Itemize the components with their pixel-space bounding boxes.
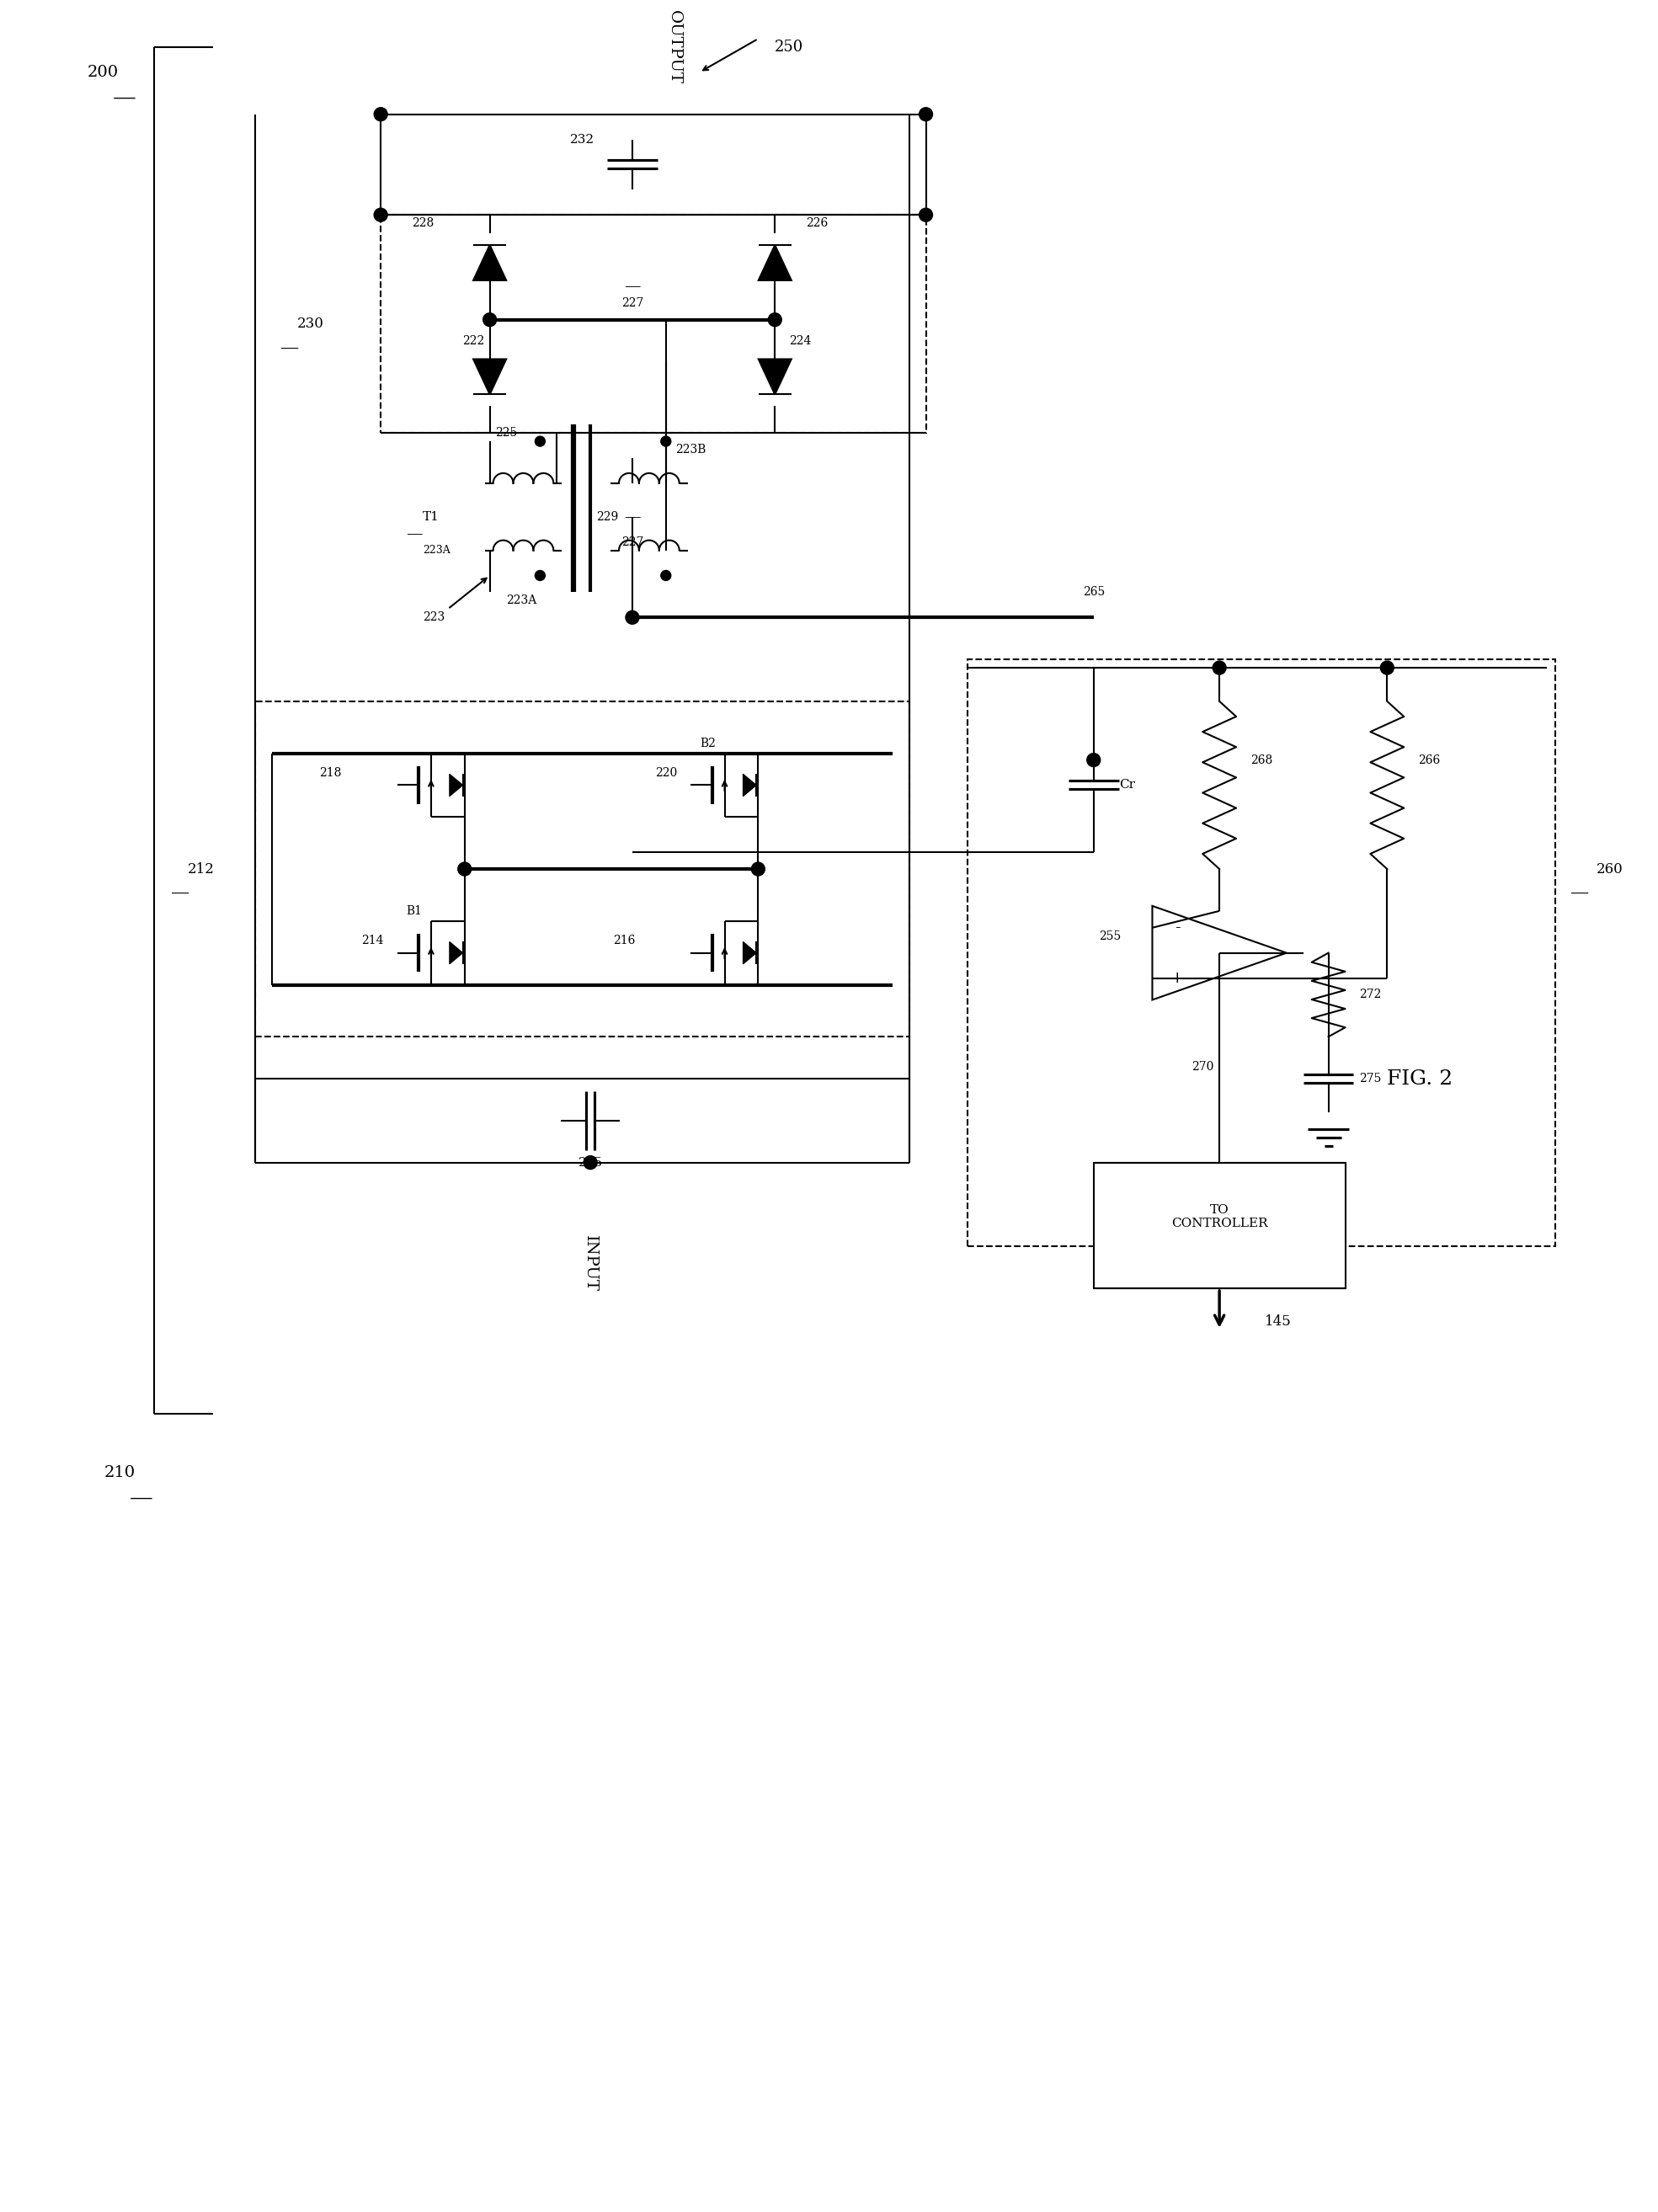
Text: -: - — [1174, 920, 1180, 936]
Text: 225: 225 — [496, 427, 517, 438]
Circle shape — [662, 436, 671, 447]
Text: 227: 227 — [622, 535, 643, 549]
Text: 255: 255 — [1099, 931, 1121, 942]
Text: —: — — [623, 509, 640, 524]
Polygon shape — [473, 246, 506, 281]
Text: 145: 145 — [1265, 1314, 1292, 1329]
Circle shape — [375, 208, 388, 221]
Text: B1: B1 — [406, 905, 423, 916]
Polygon shape — [743, 942, 756, 964]
Text: 218: 218 — [320, 768, 342, 779]
Text: 223: 223 — [423, 611, 444, 624]
Text: 226: 226 — [806, 217, 827, 230]
Text: 272: 272 — [1360, 989, 1381, 1000]
Text: —: — — [406, 526, 423, 542]
Circle shape — [919, 208, 932, 221]
Text: —: — — [113, 86, 136, 108]
Polygon shape — [473, 358, 506, 394]
Text: INPUT: INPUT — [584, 1234, 599, 1292]
Text: 215: 215 — [579, 1157, 602, 1168]
Polygon shape — [758, 246, 791, 281]
Polygon shape — [758, 358, 791, 394]
Text: 268: 268 — [1250, 754, 1272, 765]
Text: 224: 224 — [789, 334, 811, 347]
Polygon shape — [449, 942, 463, 964]
Text: T1: T1 — [423, 511, 439, 522]
Text: 232: 232 — [570, 133, 594, 146]
Text: 212: 212 — [187, 863, 214, 876]
Circle shape — [1212, 661, 1227, 675]
Circle shape — [482, 314, 496, 327]
Text: 250: 250 — [774, 40, 804, 55]
Text: 216: 216 — [613, 933, 635, 947]
Text: OUTPUT: OUTPUT — [667, 11, 681, 84]
Text: B2: B2 — [700, 737, 716, 750]
Circle shape — [662, 571, 671, 580]
Circle shape — [1088, 754, 1101, 768]
Text: FIG. 2: FIG. 2 — [1388, 1068, 1452, 1088]
Circle shape — [751, 863, 764, 876]
Circle shape — [458, 863, 471, 876]
Text: 229: 229 — [597, 511, 618, 522]
Text: Cr: Cr — [1119, 779, 1136, 792]
Text: —: — — [129, 1486, 153, 1509]
Text: 228: 228 — [411, 217, 434, 230]
Text: 222: 222 — [463, 334, 484, 347]
Text: 265: 265 — [1083, 586, 1104, 597]
Circle shape — [536, 436, 545, 447]
Text: 223B: 223B — [676, 445, 706, 456]
Text: 223A: 223A — [507, 595, 537, 606]
Text: —: — — [623, 279, 640, 294]
Text: —: — — [280, 341, 298, 358]
Text: 220: 220 — [655, 768, 676, 779]
Circle shape — [625, 611, 638, 624]
Text: —: — — [1570, 885, 1590, 902]
Circle shape — [584, 1157, 597, 1170]
Text: 214: 214 — [361, 933, 383, 947]
Text: +: + — [1171, 971, 1184, 987]
Circle shape — [1381, 661, 1394, 675]
Circle shape — [768, 314, 781, 327]
Polygon shape — [449, 774, 463, 796]
Text: 210: 210 — [104, 1464, 136, 1480]
Text: 275: 275 — [1360, 1073, 1381, 1084]
Text: 223A: 223A — [423, 544, 451, 555]
Circle shape — [919, 108, 932, 122]
Text: 230: 230 — [297, 316, 323, 332]
Polygon shape — [743, 774, 756, 796]
Text: 270: 270 — [1192, 1062, 1214, 1073]
Circle shape — [536, 571, 545, 580]
Text: 200: 200 — [88, 64, 118, 80]
Text: 266: 266 — [1418, 754, 1441, 765]
Text: 227: 227 — [622, 296, 643, 310]
Text: 260: 260 — [1597, 863, 1623, 876]
Text: —: — — [171, 885, 189, 902]
FancyBboxPatch shape — [1094, 1164, 1345, 1287]
Text: TO
CONTROLLER: TO CONTROLLER — [1171, 1203, 1268, 1230]
Circle shape — [375, 108, 388, 122]
